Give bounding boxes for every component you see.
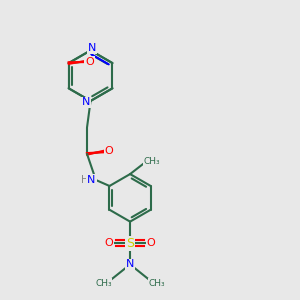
Text: CH₃: CH₃ xyxy=(148,279,165,288)
Text: N: N xyxy=(87,175,96,185)
Text: CH₃: CH₃ xyxy=(95,279,112,288)
Text: CH₃: CH₃ xyxy=(143,157,160,166)
Text: N: N xyxy=(82,98,90,107)
Text: O: O xyxy=(105,146,113,157)
Text: N: N xyxy=(88,43,96,53)
Text: O: O xyxy=(85,57,94,67)
Text: O: O xyxy=(147,238,156,248)
Text: N: N xyxy=(126,260,134,269)
Text: O: O xyxy=(105,238,113,248)
Text: S: S xyxy=(126,236,134,250)
Text: H: H xyxy=(81,175,88,185)
